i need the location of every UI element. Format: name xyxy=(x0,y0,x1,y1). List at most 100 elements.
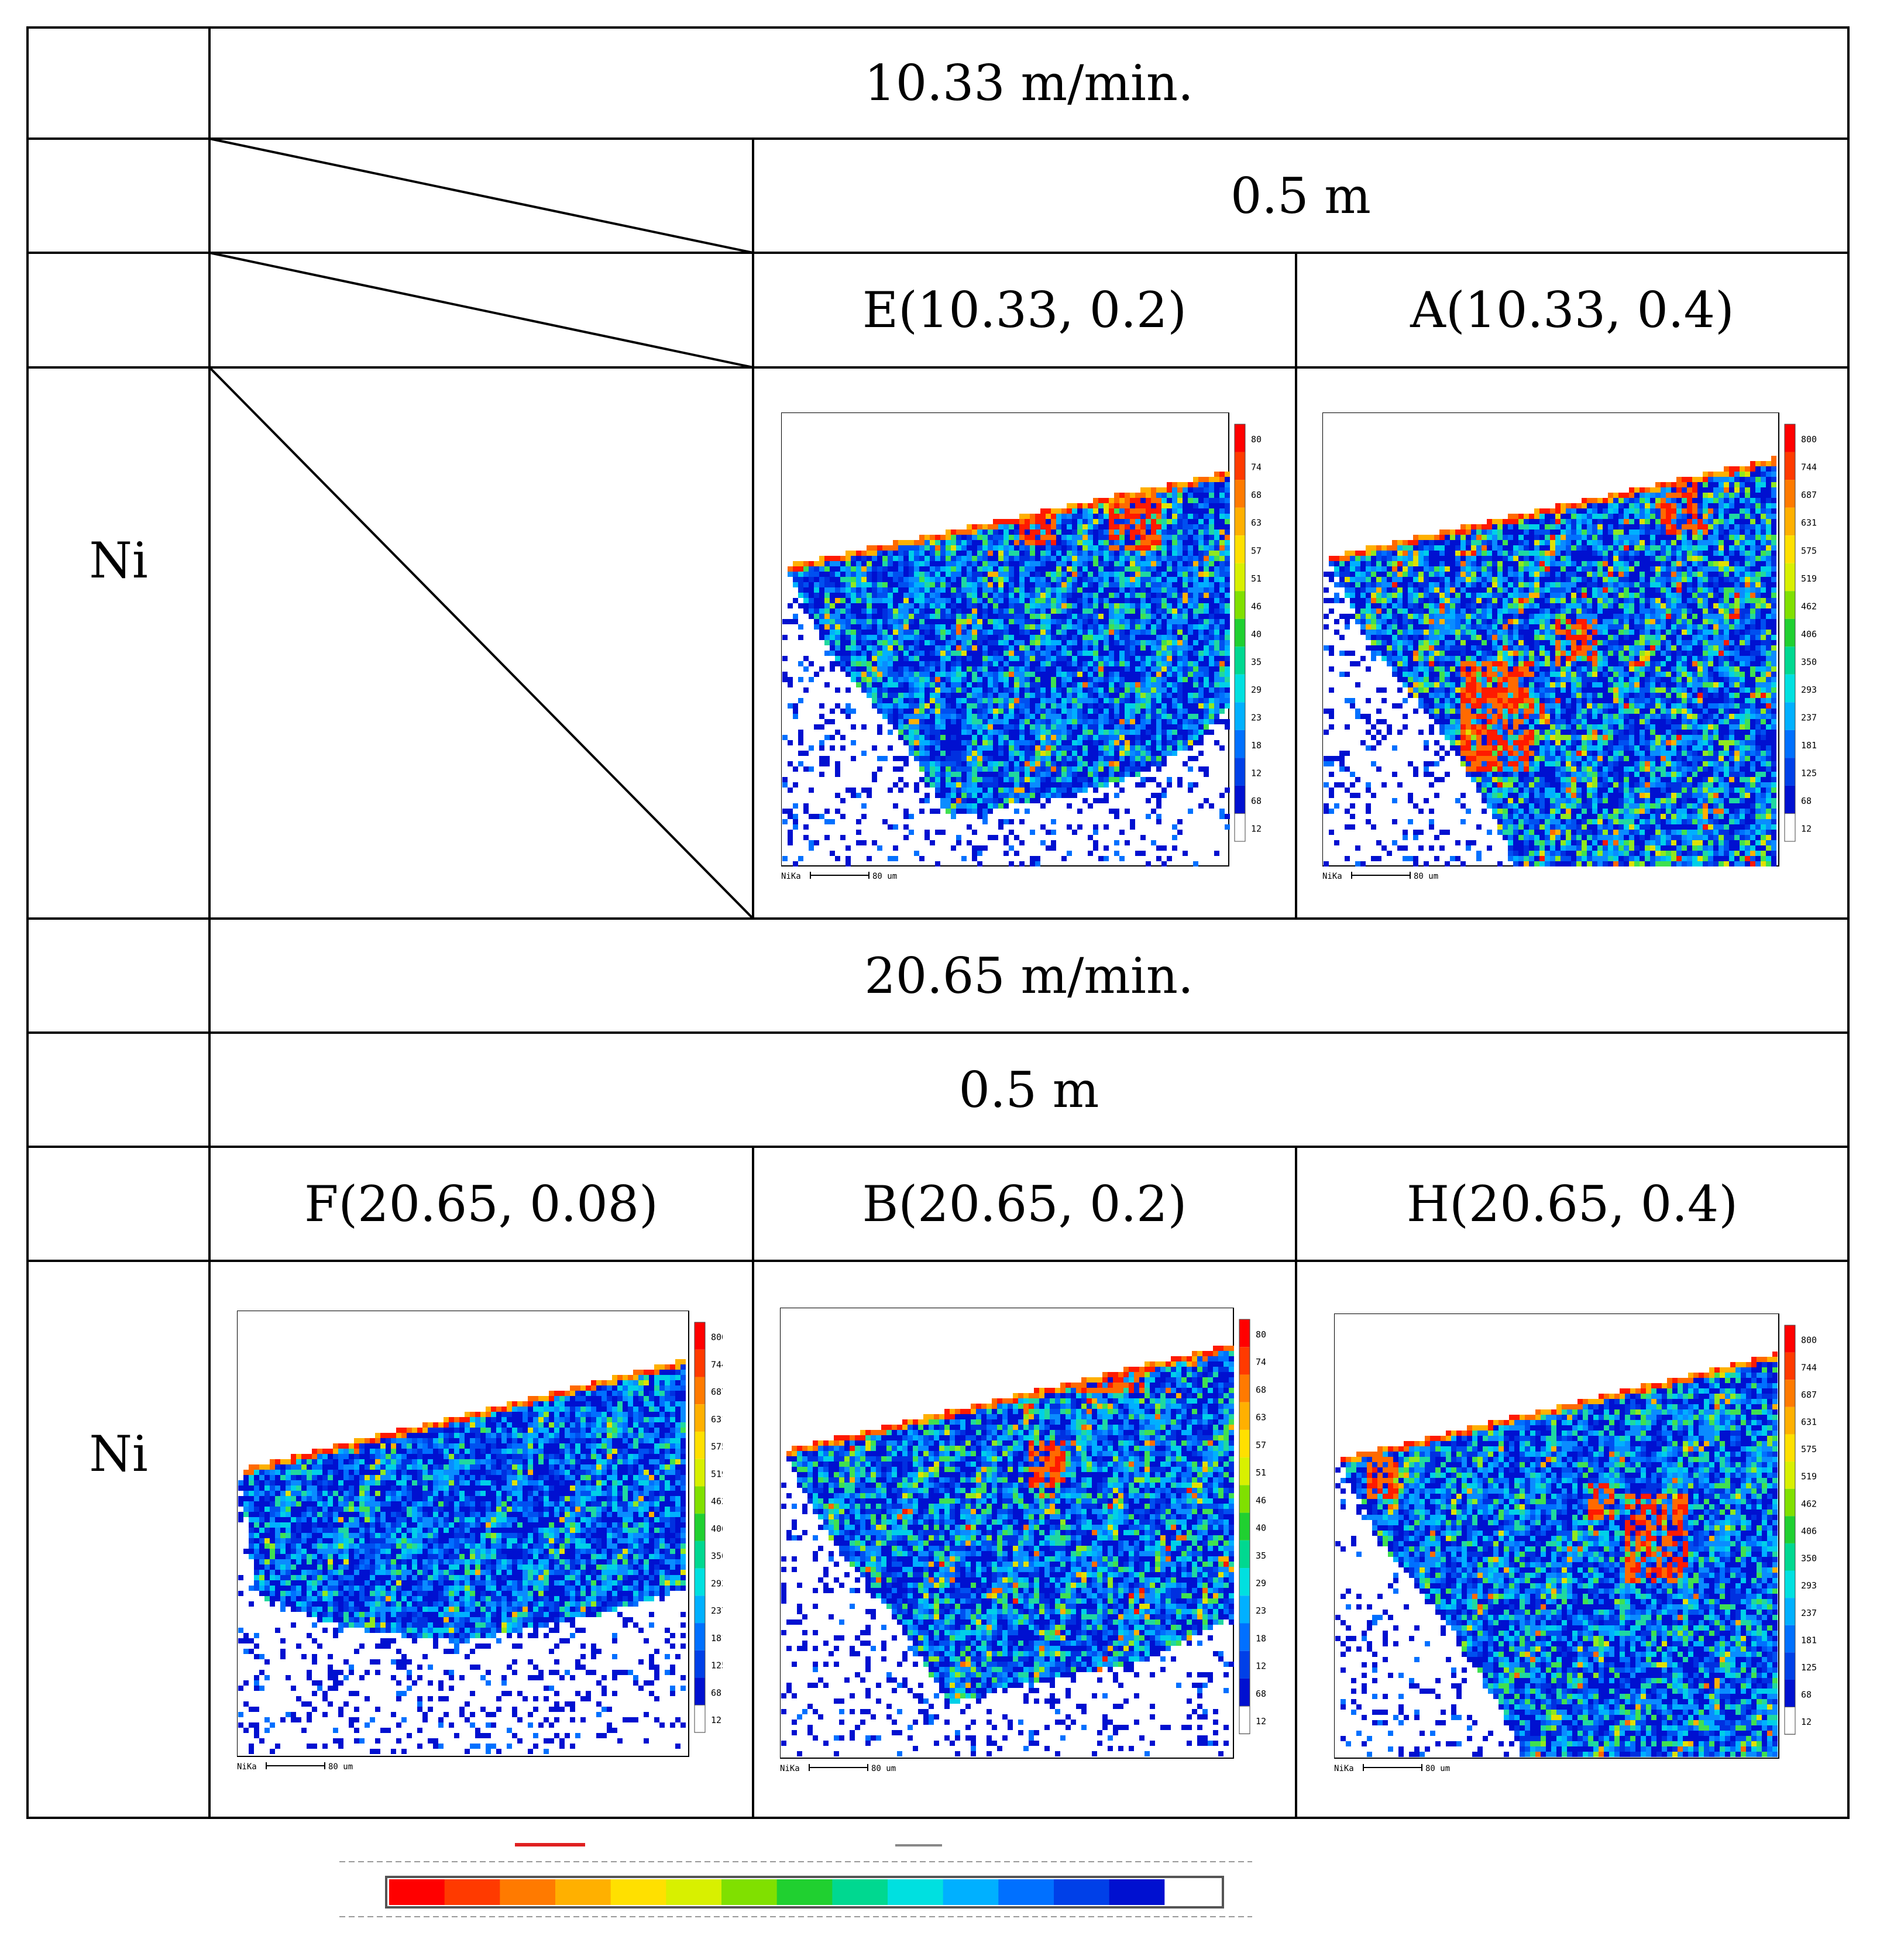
map-pixel xyxy=(1161,524,1167,529)
map-pixel xyxy=(961,856,967,861)
map-pixel xyxy=(1082,598,1088,603)
map-pixel xyxy=(856,577,861,582)
map-pixel xyxy=(1708,514,1713,519)
map-pixel xyxy=(1130,824,1135,830)
map-pixel xyxy=(1046,545,1051,551)
map-pixel xyxy=(835,582,840,587)
map-pixel xyxy=(1151,793,1156,798)
map-pixel xyxy=(1156,561,1161,566)
map-pixel xyxy=(1003,724,1009,730)
map-pixel xyxy=(1188,519,1193,524)
map-pixel xyxy=(1056,614,1061,619)
map-pixel xyxy=(1524,519,1529,524)
map-pixel xyxy=(1067,656,1072,661)
map-pixel xyxy=(1025,798,1030,803)
map-pixel xyxy=(1177,551,1183,556)
map-pixel xyxy=(1634,529,1640,535)
map-pixel xyxy=(882,756,888,761)
map-pixel xyxy=(919,640,924,645)
map-pixel xyxy=(1025,756,1030,761)
map-pixel xyxy=(1172,703,1177,709)
map-pixel xyxy=(1539,508,1545,514)
map-pixel xyxy=(1046,556,1051,561)
map-pixel xyxy=(1624,524,1629,529)
map-pixel xyxy=(972,630,977,635)
map-pixel xyxy=(788,619,793,624)
map-pixel xyxy=(1019,756,1025,761)
map-pixel xyxy=(1046,798,1051,803)
map-pixel xyxy=(919,677,924,682)
map-pixel xyxy=(1056,709,1061,714)
map-pixel xyxy=(998,582,1003,587)
map-pixel xyxy=(993,672,998,677)
map-pixel xyxy=(830,709,835,714)
map-pixel xyxy=(1177,782,1183,788)
map-pixel xyxy=(1088,703,1093,709)
map-pixel xyxy=(1114,493,1119,498)
map-pixel xyxy=(1114,535,1119,540)
map-pixel xyxy=(1088,556,1093,561)
map-pixel xyxy=(1119,672,1125,677)
map-pixel xyxy=(1003,593,1009,598)
map-pixel xyxy=(1067,761,1072,766)
map-pixel xyxy=(1204,561,1209,566)
map-pixel xyxy=(1146,735,1151,740)
map-pixel xyxy=(935,572,940,577)
map-pixel xyxy=(961,766,967,772)
map-pixel xyxy=(1030,777,1035,782)
map-pixel xyxy=(1476,540,1482,545)
map-pixel xyxy=(1209,477,1214,482)
map-pixel xyxy=(809,566,814,572)
map-pixel xyxy=(1104,572,1109,577)
map-pixel xyxy=(1025,698,1030,703)
map-pixel xyxy=(1198,540,1204,545)
map-pixel xyxy=(1046,551,1051,556)
map-pixel xyxy=(1109,682,1114,687)
map-pixel xyxy=(877,556,882,561)
map-pixel xyxy=(951,656,956,661)
map-pixel xyxy=(1019,651,1025,656)
map-pixel xyxy=(1104,630,1109,635)
colorbar-tick: 237 xyxy=(1251,712,1261,723)
map-pixel xyxy=(851,624,856,630)
map-pixel xyxy=(1030,587,1035,593)
map-pixel xyxy=(1125,566,1130,572)
map-pixel xyxy=(951,672,956,677)
map-pixel xyxy=(919,577,924,582)
map-pixel xyxy=(1119,640,1125,645)
map-pixel xyxy=(977,809,982,814)
map-pixel xyxy=(835,619,840,624)
map-pixel xyxy=(1513,556,1518,561)
map-pixel xyxy=(940,735,946,740)
map-pixel xyxy=(1661,482,1666,487)
map-pixel xyxy=(1061,630,1067,635)
map-pixel xyxy=(830,556,835,561)
map-pixel xyxy=(1046,845,1051,851)
map-pixel xyxy=(1193,682,1198,687)
map-pixel xyxy=(1508,551,1513,556)
map-pixel xyxy=(1114,809,1119,814)
map-pixel xyxy=(1188,572,1193,577)
map-pixel xyxy=(1692,551,1697,556)
map-pixel xyxy=(951,740,956,745)
map-pixel xyxy=(961,677,967,682)
map-pixel xyxy=(951,766,956,772)
map-pixel xyxy=(877,561,882,566)
map-pixel xyxy=(824,619,830,624)
map-pixel xyxy=(840,814,846,819)
map-pixel xyxy=(1119,587,1125,593)
map-pixel xyxy=(1082,761,1088,766)
map-pixel xyxy=(1198,666,1204,672)
map-pixel xyxy=(1193,540,1198,545)
map-pixel xyxy=(903,782,909,788)
map-pixel xyxy=(1135,751,1140,756)
map-pixel xyxy=(1214,851,1219,856)
map-pixel xyxy=(1618,551,1624,556)
map-pixel xyxy=(1740,524,1745,529)
map-pixel xyxy=(882,682,888,687)
map-pixel xyxy=(882,593,888,598)
map-pixel xyxy=(1077,761,1082,766)
map-pixel xyxy=(1114,498,1119,503)
map-pixel xyxy=(1051,645,1056,651)
map-pixel xyxy=(946,587,951,593)
